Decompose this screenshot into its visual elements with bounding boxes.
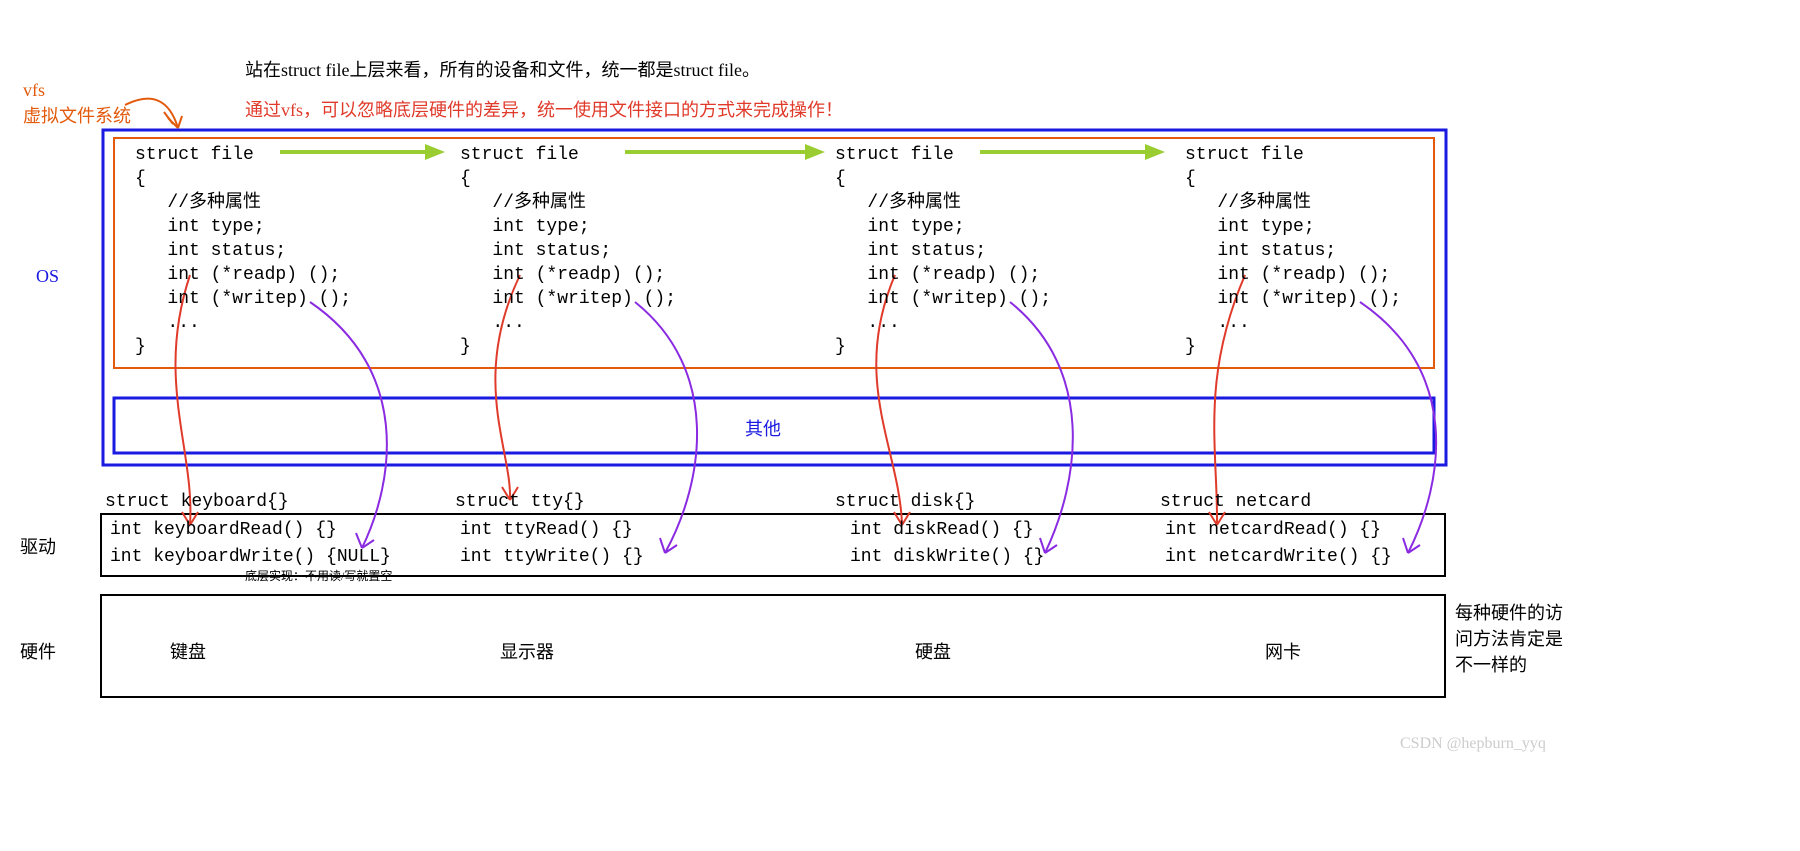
vfs-label-line2: 虚拟文件系统 xyxy=(23,102,131,128)
hw-item-3: 硬盘 xyxy=(915,638,951,664)
driver-func-2-write: int ttyWrite() {} xyxy=(460,547,644,567)
struct-file-block-3: struct file { //多种属性 int type; int statu… xyxy=(835,143,1051,359)
driver-func-4-write: int netcardWrite() {} xyxy=(1165,547,1392,567)
struct-file-block-2: struct file { //多种属性 int type; int statu… xyxy=(460,143,676,359)
csdn-watermark: CSDN @hepburn_yyq xyxy=(1400,735,1546,753)
bottom-null-note: 底层实现：不用读/写就置空 xyxy=(245,567,392,584)
right-note-l2: 问方法肯定是 xyxy=(1455,626,1563,652)
vfs-label-line1: vfs xyxy=(23,80,45,101)
top-black-text: 站在struct file上层来看，所有的设备和文件，统一都是struct fi… xyxy=(245,56,760,82)
right-note: 每种硬件的访 问方法肯定是 不一样的 xyxy=(1455,600,1563,678)
other-label: 其他 xyxy=(745,415,781,441)
driver-func-4-read: int netcardRead() {} xyxy=(1165,520,1381,540)
hw-item-4: 网卡 xyxy=(1265,638,1301,664)
driver-struct-3: struct disk{} xyxy=(835,492,975,512)
struct-file-block-4: struct file { //多种属性 int type; int statu… xyxy=(1185,143,1401,359)
os-label: OS xyxy=(36,266,59,287)
diagram-svg xyxy=(0,0,1800,851)
hardware-label: 硬件 xyxy=(20,638,56,664)
right-note-l1: 每种硬件的访 xyxy=(1455,600,1563,626)
driver-struct-1: struct keyboard{} xyxy=(105,492,289,512)
driver-func-1-read: int keyboardRead() {} xyxy=(110,520,337,540)
driver-func-3-read: int diskRead() {} xyxy=(850,520,1034,540)
driver-func-3-write: int diskWrite() {} xyxy=(850,547,1044,567)
hw-item-2: 显示器 xyxy=(500,638,554,664)
struct-file-block-1: struct file { //多种属性 int type; int statu… xyxy=(135,143,351,359)
driver-func-2-read: int ttyRead() {} xyxy=(460,520,633,540)
top-red-text: 通过vfs，可以忽略底层硬件的差异，统一使用文件接口的方式来完成操作！ xyxy=(245,96,843,122)
hardware-box xyxy=(101,595,1445,697)
driver-func-1-write: int keyboardWrite() {NULL} xyxy=(110,547,391,567)
driver-struct-4: struct netcard xyxy=(1160,492,1311,512)
driver-label: 驱动 xyxy=(20,533,56,559)
driver-struct-2: struct tty{} xyxy=(455,492,585,512)
hw-item-1: 键盘 xyxy=(170,638,206,664)
right-note-l3: 不一样的 xyxy=(1455,652,1563,678)
vfs-pointer-arrow xyxy=(125,99,182,128)
